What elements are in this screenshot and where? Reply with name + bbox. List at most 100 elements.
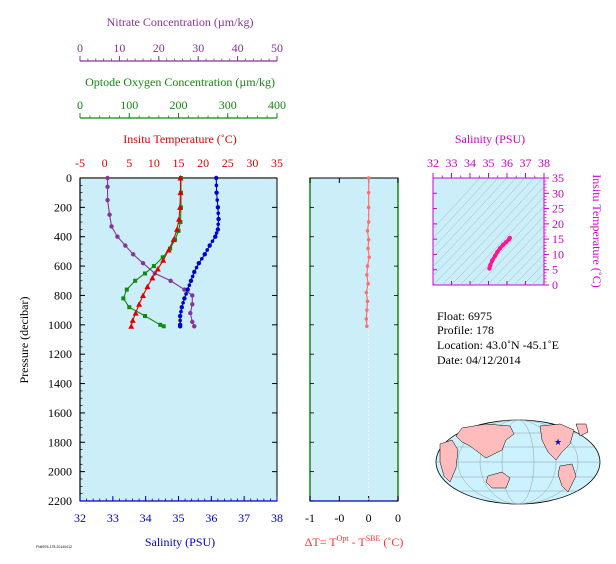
- salinity-point: [179, 309, 183, 314]
- ts-x-tick-label: 35: [483, 156, 495, 170]
- salinity-point: [187, 283, 192, 287]
- salinity-tick-label: 32: [74, 511, 86, 525]
- ts-y-tick-label: 15: [552, 232, 564, 246]
- profile-series: [105, 175, 221, 329]
- pressure-axis: 0 200 400 600 800 1000 1200 1400 1600 1800 2000 220…: [48, 171, 277, 508]
- salinity-point: [200, 256, 204, 261]
- land-south-america: [557, 463, 577, 493]
- nitrate-point: [115, 234, 120, 239]
- footnote: FN6975-178 20140412: [36, 545, 72, 549]
- nitrate-tick-label: 40: [232, 41, 244, 55]
- delta-t-point: [366, 281, 370, 286]
- delta-t-line: [365, 178, 370, 327]
- nitrate-point: [107, 212, 112, 217]
- pressure-tick-label: 2000: [48, 465, 72, 479]
- land-asia: [455, 423, 515, 459]
- delta-t-label-part-2: - T: [349, 535, 367, 549]
- ts-salinity-label: Salinity (PSU): [455, 132, 525, 146]
- salinity-point: [216, 222, 221, 227]
- temperature-tick-label: 0: [102, 156, 108, 170]
- oxygen-tick-label: 300: [219, 98, 237, 112]
- density-contour: [468, 205, 544, 285]
- salinity-tick-label: 34: [140, 511, 152, 525]
- insitu-temperature-point: [140, 292, 147, 298]
- salinity-point: [188, 278, 194, 283]
- ts-y-tick-label: 30: [552, 186, 564, 200]
- optode-oxygen-point: [127, 305, 132, 310]
- insitu-temperature-point: [165, 246, 172, 253]
- insitu-temperature-point: [177, 189, 184, 196]
- insitu-temperature-point: [132, 310, 139, 316]
- delta-t-point: [365, 273, 369, 277]
- pressure-axis-label: Pressure (decibar): [17, 297, 31, 384]
- salinity-tick-label: 38: [271, 511, 283, 525]
- salinity-point: [179, 305, 184, 310]
- nitrate-tick-label: 20: [153, 41, 165, 55]
- pressure-tick-label: 800: [54, 288, 72, 302]
- oxygen-tick-label: 100: [120, 98, 138, 112]
- delta-t-series: [364, 176, 372, 329]
- optode-oxygen-point: [161, 324, 166, 329]
- delta-t-label-sup-1: Opt: [337, 534, 350, 543]
- delta-t-point: [365, 299, 370, 304]
- delta-t-label-part-1: ΔT= T: [305, 535, 338, 549]
- pressure-tick-label: 200: [54, 200, 72, 214]
- temperature-tick-label: 20: [197, 156, 209, 170]
- density-contour: [433, 178, 535, 285]
- nitrate-point: [192, 324, 197, 329]
- density-contour: [433, 178, 508, 258]
- nitrate-point: [190, 293, 195, 298]
- salinity-point: [215, 227, 221, 232]
- delta-t-point: [364, 317, 369, 321]
- optode-oxygen-point: [121, 296, 126, 301]
- nitrate-tick-label: 50: [271, 41, 283, 55]
- temperature-tick-label: 35: [271, 156, 283, 170]
- world-map: ★: [435, 419, 601, 505]
- salinity-tick-label: 35: [173, 511, 185, 525]
- delta-t-plot-area: [309, 177, 399, 502]
- nitrate-axis: 0 10 20 30 40 50: [77, 41, 283, 62]
- insitu-temperature-point: [154, 266, 161, 272]
- oxygen-tick-label: 400: [268, 98, 286, 112]
- map-land: [439, 423, 589, 493]
- ts-point: [507, 235, 512, 241]
- ts-point: [495, 249, 500, 255]
- nitrate-tick-label: 10: [113, 41, 125, 55]
- nitrate-point: [190, 319, 195, 325]
- nitrate-point: [188, 310, 193, 316]
- nitrate-tick-label: 0: [77, 41, 83, 55]
- density-contour: [433, 178, 481, 230]
- ts-x-tick-label: 37: [520, 156, 532, 170]
- delta-t-point: [367, 255, 372, 260]
- density-contour: [486, 225, 544, 285]
- salinity-point: [216, 211, 221, 216]
- oxygen-axis: 0 100 200 300 400: [77, 98, 286, 119]
- oxygen-axis-label: Optode Oxygen Concentration (µm/kg): [85, 75, 275, 89]
- salinity-point: [214, 183, 219, 188]
- insitu-temperature-point: [149, 274, 156, 281]
- land-australia: [485, 471, 511, 489]
- salinity-point: [182, 296, 187, 301]
- delta-t-point: [366, 246, 370, 251]
- salinity-point: [202, 252, 207, 257]
- salinity-axis-label: Salinity (PSU): [145, 535, 215, 549]
- optode-oxygen-point: [168, 246, 173, 251]
- nitrate-point: [130, 252, 136, 257]
- delta-t-point: [365, 324, 369, 329]
- density-contour: [433, 178, 499, 249]
- insitu-temperature-point: [175, 216, 182, 222]
- salinity-point: [216, 216, 221, 222]
- density-contour: [495, 234, 544, 285]
- ts-x-tick-label: 34: [464, 156, 476, 170]
- ts-y-tick-label: 20: [552, 217, 564, 231]
- salinity-point: [196, 260, 202, 266]
- delta-t-tick-label: -1: [305, 511, 315, 525]
- nitrate-point: [105, 184, 110, 190]
- salinity-point: [207, 243, 212, 248]
- pressure-tick-label: 1200: [48, 347, 72, 361]
- land-north-america: [539, 423, 575, 461]
- ts-point: [487, 266, 492, 271]
- nitrate-point: [182, 287, 187, 292]
- ts-y-tick-label: 35: [552, 171, 564, 185]
- delta-t-point: [366, 190, 371, 195]
